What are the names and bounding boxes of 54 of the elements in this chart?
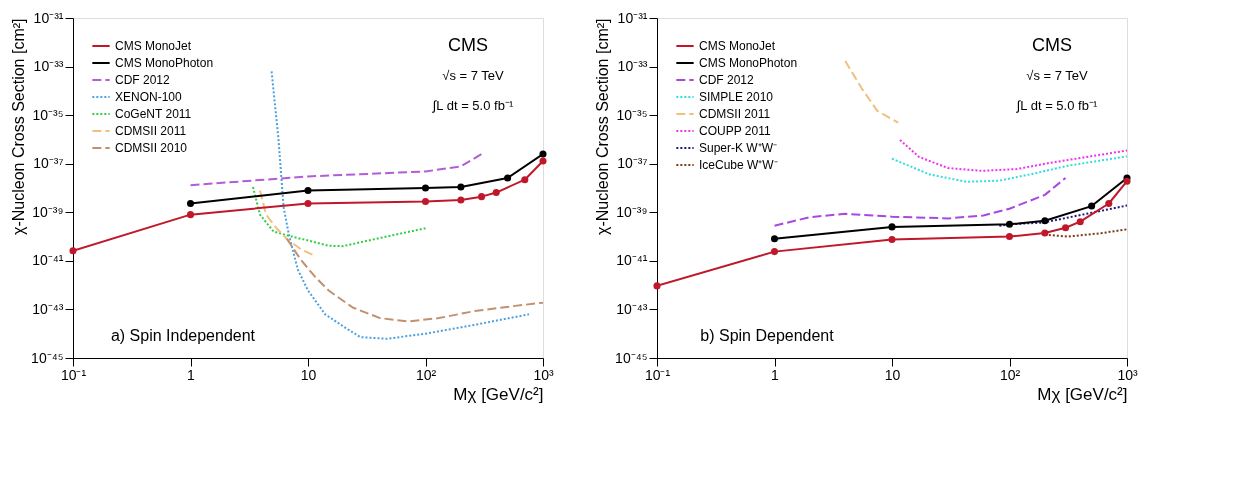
- legend-label: CMS MonoJet: [115, 39, 192, 53]
- annotation: √s = 7 TeV: [1026, 68, 1089, 83]
- y-tick-label: 10⁻⁴⁵: [615, 349, 648, 366]
- y-tick-label: 10⁻³⁷: [33, 155, 64, 172]
- y-tick-label: 10⁻³⁵: [616, 106, 648, 123]
- x-tick-label: 10: [300, 366, 317, 383]
- y-tick-label: 10⁻⁴³: [616, 300, 648, 317]
- legend-label: CDMSII 2010: [115, 141, 188, 155]
- x-tick-label: 10⁻¹: [644, 366, 671, 383]
- x-tick-label: 10²: [415, 366, 437, 383]
- x-tick-label: 10: [884, 366, 901, 383]
- y-tick-label: 10⁻³⁵: [32, 106, 64, 123]
- annotation: CMS: [1032, 35, 1072, 55]
- annotation: ∫L dt = 5.0 fb⁻¹: [431, 98, 514, 113]
- x-tick-label: 10²: [999, 366, 1021, 383]
- y-axis-title: χ-Nucleon Cross Section [cm²]: [10, 18, 28, 235]
- x-tick-label: 10³: [533, 366, 554, 383]
- y-tick-label: 10⁻⁴⁵: [31, 349, 64, 366]
- y-tick-label: 10⁻³⁹: [32, 203, 64, 220]
- legend-label: CMS MonoPhoton: [115, 56, 214, 70]
- annotation: CMS: [448, 35, 488, 55]
- annotation: ∫L dt = 5.0 fb⁻¹: [1015, 98, 1098, 113]
- annotation: √s = 7 TeV: [442, 68, 505, 83]
- y-tick-label: 10⁻³⁷: [617, 155, 648, 172]
- legend-label: SIMPLE 2010: [699, 90, 774, 104]
- legend-label: CoGeNT 2011: [115, 107, 192, 121]
- x-tick-label: 10⁻¹: [60, 366, 87, 383]
- annotation: a) Spin Independent: [110, 327, 256, 344]
- line-series: [844, 59, 900, 124]
- y-tick-label: 10⁻³¹: [33, 9, 64, 26]
- legend-label: IceCube W⁺W⁻: [699, 158, 778, 172]
- y-tick-label: 10⁻³³: [617, 58, 648, 75]
- legend-label: CDF 2012: [115, 73, 171, 87]
- x-tick-label: 10³: [1117, 366, 1138, 383]
- legend-label: XENON-100: [115, 90, 183, 104]
- legend-label: CDMSII 2011: [699, 107, 771, 121]
- y-tick-label: 10⁻³³: [33, 58, 64, 75]
- legend-label: CDMSII 2011: [115, 124, 187, 138]
- y-tick-label: 10⁻⁴¹: [616, 252, 648, 269]
- y-tick-label: 10⁻⁴³: [32, 300, 64, 317]
- y-tick-label: 10⁻³¹: [617, 9, 648, 26]
- legend-label: COUPP 2011: [699, 124, 771, 138]
- x-tick-label: 1: [187, 366, 196, 383]
- legend-label: CMS MonoPhoton: [699, 56, 798, 70]
- x-axis-title: Mχ [GeV/c²]: [453, 384, 544, 404]
- legend-label: CMS MonoJet: [699, 39, 776, 53]
- y-tick-label: 10⁻⁴¹: [32, 252, 64, 269]
- y-tick-label: 10⁻³⁹: [616, 203, 648, 220]
- y-axis-title: χ-Nucleon Cross Section [cm²]: [594, 18, 612, 235]
- x-tick-label: 1: [771, 366, 780, 383]
- x-axis-title: Mχ [GeV/c²]: [1037, 384, 1128, 404]
- legend-label: Super-K W⁺W⁻: [699, 141, 778, 155]
- legend-label: CDF 2012: [699, 73, 755, 87]
- annotation: b) Spin Dependent: [700, 327, 835, 344]
